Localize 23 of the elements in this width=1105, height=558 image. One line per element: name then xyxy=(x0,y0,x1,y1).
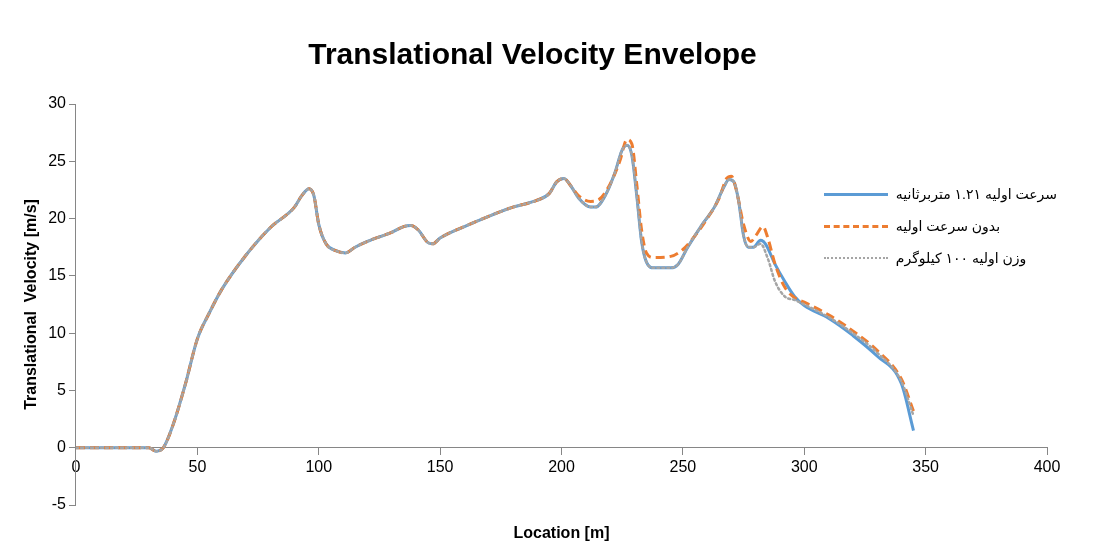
x-tick-label: 50 xyxy=(188,457,207,475)
y-tick-label: 25 xyxy=(48,151,67,169)
x-tick-label: 400 xyxy=(1033,457,1061,475)
y-tick-label: -5 xyxy=(51,495,67,513)
legend-label: وزن اولیه ۱۰۰ کیلوگرم xyxy=(895,250,1027,266)
x-tick-label: 350 xyxy=(912,457,940,475)
y-axis-title: Translational Velocity [m/s] xyxy=(22,199,40,410)
x-tick-label: 200 xyxy=(548,457,575,475)
y-tick-label: 15 xyxy=(48,266,67,284)
x-tick-label: 150 xyxy=(426,457,454,475)
chart-title: Translational Velocity Envelope xyxy=(308,37,757,71)
y-tick-label: 20 xyxy=(48,208,67,226)
y-tick-label: 5 xyxy=(57,380,67,398)
x-axis-title: Location [m] xyxy=(513,524,610,542)
y-tick-label: 30 xyxy=(48,94,67,112)
x-tick-label: 0 xyxy=(71,457,81,475)
y-tick-label: 10 xyxy=(48,323,67,341)
legend-label: سرعت اولیه ۱.۲۱ متربرثانیه xyxy=(895,186,1057,202)
x-tick-label: 250 xyxy=(669,457,697,475)
y-tick-label: 0 xyxy=(57,438,67,456)
x-tick-label: 300 xyxy=(790,457,818,475)
legend-label: بدون سرعت اولیه xyxy=(895,218,1001,234)
x-tick-label: 100 xyxy=(305,457,333,475)
